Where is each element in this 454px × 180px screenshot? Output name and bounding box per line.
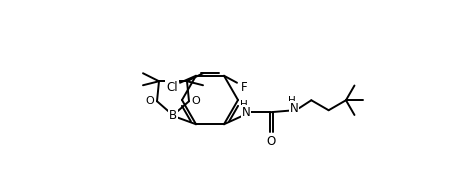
Text: H: H [240, 100, 248, 110]
Text: O: O [146, 96, 154, 106]
Text: Cl: Cl [166, 81, 178, 94]
Text: N: N [242, 106, 250, 119]
Text: O: O [266, 135, 276, 148]
Text: O: O [192, 96, 200, 106]
Text: B: B [169, 109, 177, 122]
Text: H: H [288, 96, 296, 106]
Text: N: N [290, 102, 298, 115]
Text: F: F [241, 81, 247, 94]
